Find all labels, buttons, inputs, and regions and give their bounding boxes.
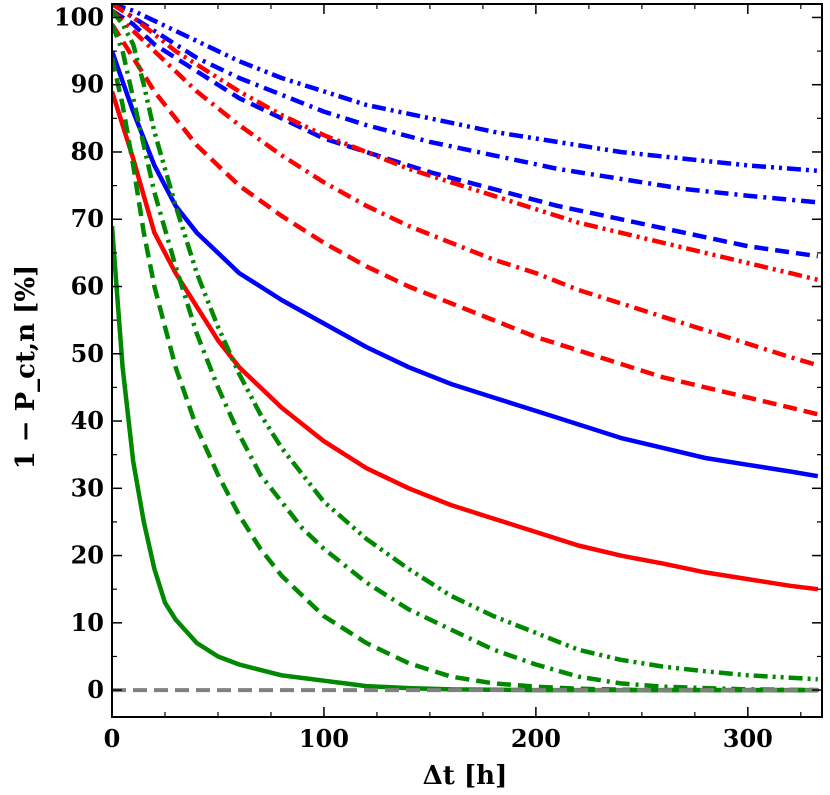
y-tick-label: 90 — [71, 70, 104, 99]
y-tick-label: 50 — [71, 339, 104, 368]
series-red-dashdotdot — [112, 4, 819, 282]
axis-ticks: 0 100 200 300 0 10 20 30 40 50 60 70 80 90 100 — [54, 2, 822, 753]
series-green-dashed — [112, 57, 818, 693]
series-blue-dashdot — [112, 4, 819, 205]
y-tick-label: 10 — [71, 608, 104, 637]
y-tick-label: 70 — [71, 204, 104, 233]
plot-frame — [111, 3, 823, 718]
y-tick-label: 20 — [71, 541, 104, 570]
series-red-dashdot — [112, 9, 819, 368]
series-blue-solid — [112, 50, 819, 479]
x-tick-label: 0 — [104, 724, 121, 753]
series-blue-dashdotdot — [112, 4, 818, 174]
x-tick-label: 100 — [299, 724, 349, 753]
x-tick-label: 300 — [723, 724, 773, 753]
y-tick-label: 80 — [71, 137, 104, 166]
series-red-solid — [112, 90, 819, 592]
y-tick-label: 100 — [54, 2, 104, 31]
x-axis-label: Δt [h] — [423, 761, 508, 791]
x-tick-label: 200 — [511, 724, 561, 753]
series-layer — [112, 4, 822, 693]
series-blue-dashed — [112, 8, 819, 259]
series-green-dashdotdot — [112, 9, 818, 682]
y-tick-label: 40 — [71, 406, 104, 435]
y-tick-label: 60 — [71, 272, 104, 301]
y-tick-label: 30 — [71, 473, 104, 502]
series-red-dashed — [112, 22, 819, 417]
y-axis-label: 1 − P_ct,n [%] — [11, 265, 41, 470]
series-green-dashdot — [112, 23, 818, 693]
y-tick-label: 0 — [87, 675, 104, 704]
plot-border — [111, 3, 823, 718]
